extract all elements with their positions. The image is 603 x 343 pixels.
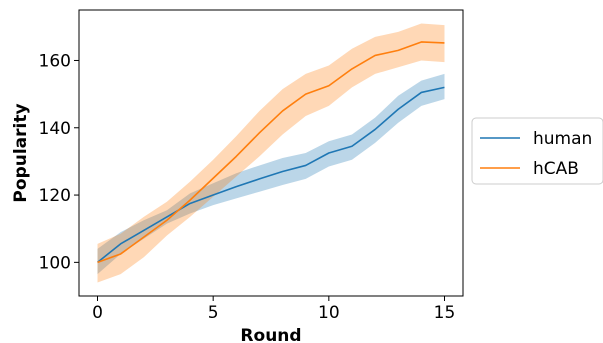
y-tick-label: 140 bbox=[39, 119, 71, 139]
plot-frame bbox=[78, 9, 464, 297]
confidence-bands bbox=[97, 23, 445, 283]
x-tick-label: 0 bbox=[92, 303, 103, 323]
legend-label-hcab: hCAB bbox=[533, 159, 579, 179]
series-line-human bbox=[97, 86, 445, 263]
legend-label-human: human bbox=[533, 129, 592, 149]
y-tick-label: 120 bbox=[39, 186, 71, 206]
y-axis-ticks: 100 120 140 160 bbox=[39, 51, 79, 273]
x-tick-label: 5 bbox=[208, 303, 219, 323]
x-tick-label: 10 bbox=[318, 303, 340, 323]
x-axis-title: Round bbox=[240, 326, 301, 343]
x-tick-label: 15 bbox=[434, 303, 456, 323]
y-tick-label: 160 bbox=[39, 51, 71, 71]
y-axis-title: Popularity bbox=[11, 103, 31, 202]
legend: human hCAB bbox=[471, 117, 603, 185]
confidence-band-human bbox=[97, 73, 445, 275]
y-tick-label: 100 bbox=[39, 253, 71, 273]
confidence-band-hcab bbox=[97, 23, 445, 283]
legend-items: human hCAB bbox=[480, 129, 592, 179]
x-axis-ticks: 0 5 10 15 bbox=[92, 296, 455, 323]
series-lines bbox=[97, 41, 445, 264]
series-line-hcab bbox=[97, 41, 445, 264]
